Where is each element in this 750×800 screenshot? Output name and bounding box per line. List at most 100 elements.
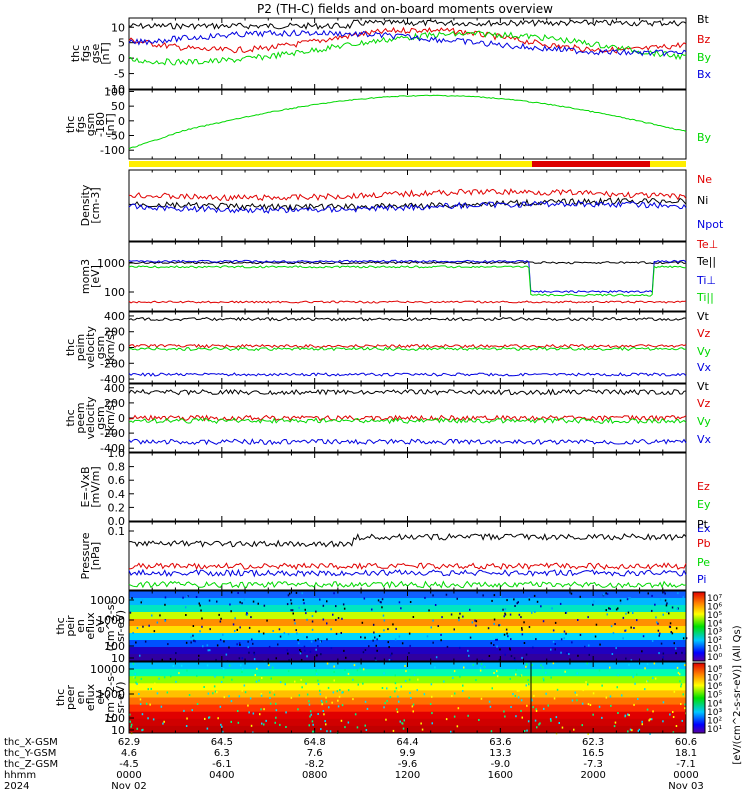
- y-axis-label: fgs: [74, 116, 87, 133]
- spectrogram-speckle: [344, 669, 346, 671]
- series-line-bx: [128, 29, 687, 57]
- spectrogram-speckle: [558, 722, 560, 724]
- spectrogram-band: [129, 697, 686, 706]
- spectrogram-speckle: [579, 595, 581, 598]
- spectrogram-speckle: [644, 688, 646, 691]
- spectrogram-speckle: [430, 626, 432, 629]
- spectrogram-speckle: [386, 700, 388, 702]
- spectrogram-speckle: [513, 598, 515, 601]
- spectrogram-speckle: [641, 723, 643, 726]
- spectrogram-speckle: [373, 631, 375, 634]
- spectrogram-speckle: [505, 628, 508, 631]
- ephemeris-value: 64.5: [211, 737, 233, 748]
- spectrogram-speckle: [679, 680, 681, 683]
- spectrogram-speckle: [336, 690, 339, 693]
- spectrogram-speckle: [290, 602, 293, 605]
- spectrogram-speckle: [390, 659, 393, 662]
- spectrogram-speckle: [362, 668, 365, 671]
- spectrogram-speckle: [601, 684, 603, 687]
- spectrogram-speckle: [236, 643, 238, 646]
- y-tick-label: 1000: [97, 257, 125, 270]
- spectrogram-speckle: [443, 680, 445, 683]
- spectrogram-speckle: [648, 719, 650, 722]
- y-axis-label: peem: [74, 402, 87, 433]
- spectrogram-speckle: [627, 730, 629, 733]
- spectrogram-speckle: [192, 634, 194, 637]
- spectrogram-speckle: [362, 651, 365, 654]
- panel-density: [128, 169, 687, 242]
- spectrogram-speckle: [666, 602, 668, 605]
- spectrogram-speckle: [506, 632, 508, 635]
- spectrogram-speckle: [394, 638, 397, 641]
- spectrogram-speckle: [356, 726, 359, 729]
- spectrogram-speckle: [559, 602, 562, 605]
- legend-entry: Te||: [696, 255, 716, 268]
- y-axis-label: thc: [64, 339, 77, 356]
- spectrogram-speckle: [279, 681, 282, 684]
- spectrogram-speckle: [291, 609, 294, 612]
- spectrogram-speckle: [496, 670, 498, 673]
- spectrogram-speckle: [633, 703, 635, 706]
- legend-entry: Te⊥: [696, 238, 718, 251]
- spectrogram-speckle: [445, 593, 448, 596]
- spectrogram-speckle: [262, 632, 265, 635]
- spectrogram-speckle: [534, 611, 536, 613]
- spectrogram-speckle: [621, 694, 623, 697]
- mode-bar: [129, 161, 686, 167]
- ephemeris-row-label: thc_X-GSM: [4, 737, 58, 748]
- spectrogram-speckle: [192, 625, 195, 627]
- spectrogram-speckle: [361, 621, 364, 624]
- spectrogram-speckle: [376, 649, 378, 652]
- spectrogram-speckle: [491, 687, 493, 690]
- spectrogram-speckle: [646, 680, 648, 683]
- legend-entry: Vx: [697, 433, 712, 446]
- spectrogram-speckle: [222, 633, 224, 636]
- spectrogram-speckle: [671, 632, 674, 635]
- spectrogram-speckle: [417, 678, 419, 681]
- spectrogram-speckle: [680, 703, 682, 705]
- spectrogram-speckle: [627, 597, 630, 600]
- legend-entry: Ne: [697, 173, 712, 186]
- spectrogram-speckle: [297, 642, 300, 645]
- spectrogram-speckle: [251, 638, 253, 641]
- legend-entry: Ey: [697, 498, 711, 511]
- spectrogram-speckle: [311, 615, 314, 618]
- spectrogram-speckle: [550, 648, 552, 651]
- spectrogram-speckle: [605, 592, 607, 595]
- spectrogram-speckle: [260, 708, 262, 711]
- spectrogram-speckle: [139, 703, 142, 706]
- spectrogram-speckle: [248, 626, 251, 629]
- spectrogram-speckle: [229, 603, 231, 606]
- y-axis-label: fgs: [79, 45, 92, 62]
- spectrogram-speckle: [664, 685, 666, 688]
- spectrogram-speckle: [135, 641, 137, 644]
- spectrogram-speckle: [490, 642, 492, 645]
- spectrogram-speckle: [363, 597, 366, 600]
- y-tick-label: 1.0: [108, 447, 126, 460]
- spectrogram-speckle: [535, 708, 537, 711]
- spectrogram-speckle: [531, 611, 533, 614]
- spectrogram-speckle: [614, 721, 617, 724]
- panel-frame: [128, 241, 687, 312]
- spectrogram-speckle: [509, 613, 512, 616]
- legend-entry: Pe: [697, 556, 710, 569]
- spectrogram-speckle: [669, 626, 672, 628]
- spectrogram-speckle: [319, 598, 321, 601]
- spectrogram-speckle: [488, 655, 491, 657]
- spectrogram-speckle: [404, 679, 407, 682]
- y-axis-labels: thcfgsgse[nT]thcfgsgsm-180[nT]Density[cm…: [54, 42, 127, 723]
- y-tick-label: 100: [104, 640, 125, 653]
- series-line-ti: [128, 259, 687, 294]
- spectrogram-speckle: [571, 641, 573, 644]
- spectrogram-speckle: [509, 677, 511, 680]
- spectrogram-speckle: [654, 603, 656, 606]
- spectrogram-speckle: [353, 664, 356, 667]
- y-tick-label: 0.1: [108, 525, 126, 538]
- spectrogram-speckle: [237, 721, 240, 724]
- spectrogram-speckle: [646, 708, 649, 711]
- spectrogram-speckle: [520, 616, 522, 619]
- spectrogram-speckle: [255, 680, 258, 683]
- spectrogram-speckle: [657, 629, 660, 632]
